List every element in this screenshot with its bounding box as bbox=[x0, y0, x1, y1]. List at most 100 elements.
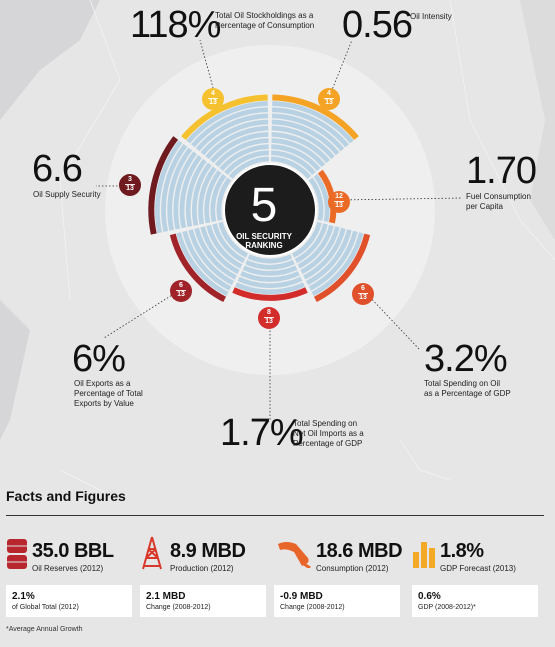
gdp-forecast-label: GDP Forecast (2013) bbox=[440, 564, 516, 573]
supply-ring-5 bbox=[191, 162, 212, 226]
imports-ring-3 bbox=[242, 265, 298, 276]
imports-score-arc bbox=[232, 287, 308, 301]
production-label: Production (2012) bbox=[170, 564, 234, 573]
spending-ring-4 bbox=[300, 226, 340, 275]
fuel-value: 1.70 bbox=[466, 150, 537, 192]
spending-ring-5 bbox=[303, 227, 346, 280]
ranking-value: 5 bbox=[250, 179, 278, 232]
fuel-ring-2 bbox=[313, 173, 330, 223]
exports-leader-line bbox=[103, 289, 181, 339]
supply-score-arc bbox=[148, 136, 179, 235]
fuel-label: Fuel Consumption per Capita bbox=[466, 192, 531, 211]
supply-ring-9 bbox=[167, 147, 193, 231]
exports-ring-5 bbox=[194, 227, 237, 280]
imports-ring-6 bbox=[235, 282, 305, 295]
intensity-ring-6 bbox=[271, 125, 335, 160]
imports-ring-1 bbox=[247, 254, 293, 264]
production-change-value: 2.1 MBD bbox=[146, 591, 186, 602]
gdp-forecast-value: 1.8% bbox=[440, 540, 484, 562]
spending-label: Total Spending on Oil as a Percentage of… bbox=[424, 379, 511, 398]
ranking-center-circle bbox=[223, 163, 317, 257]
intensity-rank-badge: 4 13 bbox=[318, 88, 340, 110]
intensity-ring-2 bbox=[271, 150, 316, 175]
stockholdings-label: Total Oil Stockholdings as a Percentage … bbox=[215, 11, 315, 30]
oil-reserves-value: 35.0 BBL bbox=[32, 540, 114, 562]
spending-ring-7 bbox=[308, 230, 358, 291]
stockholdings-ring-10 bbox=[186, 101, 268, 144]
oil-derrick-icon bbox=[142, 536, 162, 570]
supply-rank-badge: 3 13 bbox=[119, 174, 141, 196]
spending-rank-badge: 6 13 bbox=[352, 283, 374, 305]
oil-reserves-share-value: 2.1% bbox=[12, 591, 35, 602]
oil-reserves-share-box: 2.1% of Global Total (2012) bbox=[6, 585, 132, 617]
spending-ring-3 bbox=[297, 224, 334, 269]
stockholdings-ring-5 bbox=[209, 131, 269, 164]
exports-ring-2 bbox=[212, 223, 246, 264]
stockholdings-value: 118% bbox=[130, 4, 221, 46]
supply-ring-3 bbox=[204, 170, 222, 224]
intensity-ring-3 bbox=[271, 144, 321, 171]
intensity-ring-9 bbox=[272, 107, 349, 148]
stockholdings-ring-2 bbox=[224, 150, 269, 175]
intensity-ring-7 bbox=[271, 119, 340, 156]
gdp-growth-value: 0.6% bbox=[418, 591, 441, 602]
supply-ring-6 bbox=[185, 158, 207, 228]
stockholdings-ring-4 bbox=[214, 138, 269, 168]
intensity-ring-5 bbox=[271, 131, 331, 164]
imports-ring-4 bbox=[240, 271, 300, 282]
production-change-label: Change (2008-2012) bbox=[146, 604, 211, 611]
gdp-growth-label: GDP (2008-2012)* bbox=[418, 604, 476, 611]
supply-value: 6.6 bbox=[32, 148, 83, 190]
supply-ring-1 bbox=[216, 177, 232, 221]
supply-ring-4 bbox=[198, 166, 217, 225]
imports-rank-badge: 8 13 bbox=[258, 307, 280, 329]
intensity-score-arc bbox=[272, 94, 359, 140]
spending-ring-8 bbox=[311, 232, 364, 297]
facts-divider bbox=[6, 515, 544, 516]
stockholdings-ring-3 bbox=[219, 144, 269, 171]
consumption-label: Consumption (2012) bbox=[316, 564, 389, 573]
intensity-ring-10 bbox=[272, 101, 354, 144]
fuel-ring-1 bbox=[308, 177, 324, 221]
supply-ring-2 bbox=[210, 173, 227, 223]
footnote: *Average Annual Growth bbox=[6, 626, 83, 633]
production-value: 8.9 MBD bbox=[170, 540, 246, 562]
stockholdings-score-arc bbox=[181, 94, 268, 140]
spending-value: 3.2% bbox=[424, 338, 508, 380]
exports-ring-1 bbox=[218, 221, 248, 258]
facts-title: Facts and Figures bbox=[6, 488, 126, 504]
fuel-leader-line bbox=[339, 197, 463, 201]
intensity-leader-line bbox=[329, 39, 353, 96]
intensity-ring-4 bbox=[271, 138, 326, 168]
imports-value: 1.7% bbox=[220, 412, 304, 454]
spending-score-arc bbox=[313, 233, 371, 303]
exports-rank-badge: 6 13 bbox=[170, 280, 192, 302]
imports-label: Total Spending on Net Oil Imports as a P… bbox=[293, 419, 364, 448]
oil-reserves-share-label: of Global Total (2012) bbox=[12, 604, 79, 611]
spending-leader-line bbox=[364, 291, 421, 351]
exports-ring-6 bbox=[188, 229, 235, 286]
bar-chart-icon bbox=[413, 542, 435, 568]
consumption-change-label: Change (2008-2012) bbox=[280, 604, 345, 611]
spending-ring-6 bbox=[305, 229, 352, 286]
intensity-value: 0.56 bbox=[342, 4, 413, 46]
supply-ring-8 bbox=[173, 151, 198, 230]
supply-ring-10 bbox=[161, 143, 188, 232]
fuel-rank-badge: 12 13 bbox=[328, 191, 350, 213]
exports-ring-4 bbox=[200, 226, 240, 275]
spending-ring-1 bbox=[292, 221, 322, 258]
imports-ring-2 bbox=[245, 259, 295, 270]
imports-ring-5 bbox=[237, 276, 303, 289]
oil-barrels-icon bbox=[7, 539, 27, 569]
consumption-value: 18.6 MBD bbox=[316, 540, 403, 562]
stockholdings-leader-line bbox=[199, 39, 216, 96]
consumption-change-box: -0.9 MBD Change (2008-2012) bbox=[274, 585, 400, 617]
exports-score-arc bbox=[169, 233, 227, 303]
consumption-change-value: -0.9 MBD bbox=[280, 591, 323, 602]
stockholdings-ring-9 bbox=[191, 107, 268, 148]
stockholdings-rank-badge: 4 13 bbox=[202, 88, 224, 110]
exports-ring-7 bbox=[182, 230, 232, 291]
exports-ring-3 bbox=[206, 224, 243, 269]
stockholdings-ring-6 bbox=[205, 125, 269, 160]
